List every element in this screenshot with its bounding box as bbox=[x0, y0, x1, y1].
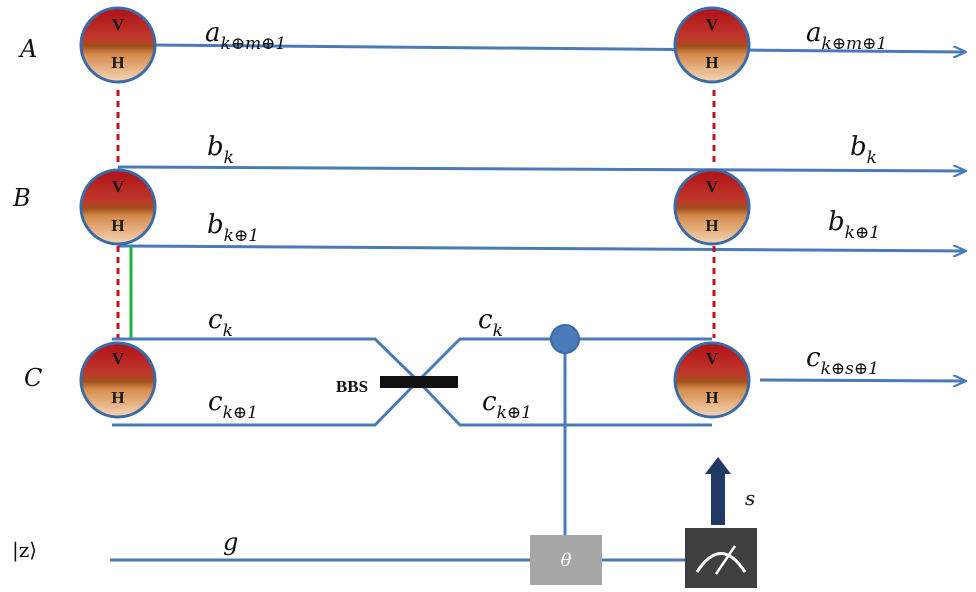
qubit-v-label: V bbox=[706, 177, 719, 196]
qubit-v-label: V bbox=[112, 349, 125, 368]
meter-icon bbox=[685, 528, 757, 588]
qubit-a-right: V H bbox=[673, 6, 751, 84]
qubit-h-label: H bbox=[111, 53, 124, 72]
mode-c-right-label: ck⊕s⊕1 bbox=[806, 343, 879, 379]
mode-a-right-label: ak⊕m⊕1 bbox=[806, 18, 887, 54]
wire-b-top bbox=[117, 167, 965, 171]
s-label: s bbox=[745, 486, 755, 510]
theta-label: θ bbox=[561, 550, 572, 571]
qubit-v-label: V bbox=[706, 349, 719, 368]
beam-splitter bbox=[380, 376, 458, 388]
qubit-v-label: V bbox=[112, 177, 125, 196]
ancilla-label: |z⟩ bbox=[12, 538, 37, 563]
wire-c-out bbox=[759, 380, 965, 381]
mode-b-bottom-left-label: bk⊕1 bbox=[207, 210, 259, 246]
qubit-b-left: V H bbox=[79, 168, 157, 246]
qubit-v-label: V bbox=[112, 15, 125, 34]
wire-c-top bbox=[112, 337, 712, 384]
mode-a-left-label: ak⊕m⊕1 bbox=[205, 18, 286, 54]
qubit-c-right: V H bbox=[673, 341, 751, 419]
mode-b-top-right-label: bk bbox=[850, 132, 877, 168]
mode-b-bottom-right-label: bk⊕1 bbox=[828, 207, 880, 243]
qubit-v-label: V bbox=[706, 15, 719, 34]
row-label-a: A bbox=[18, 35, 37, 63]
wire-b-bottom bbox=[117, 244, 965, 251]
qubit-c-left: V H bbox=[79, 341, 157, 419]
qubit-h-label: H bbox=[111, 388, 124, 407]
mode-c-top-left-label: ck bbox=[208, 305, 233, 341]
control-dot bbox=[550, 324, 580, 354]
qubit-h-label: H bbox=[705, 53, 718, 72]
mode-c-bottom-mid-label: ck⊕1 bbox=[482, 387, 532, 423]
wire-a bbox=[152, 43, 965, 52]
up-arrow-icon bbox=[705, 457, 731, 525]
row-label-b: B bbox=[12, 184, 31, 212]
mode-c-bottom-left-label: ck⊕1 bbox=[208, 387, 258, 423]
qubit-h-label: H bbox=[111, 216, 124, 235]
theta-box bbox=[530, 535, 602, 585]
qubit-a-left: V H bbox=[79, 6, 157, 84]
qubit-h-label: H bbox=[705, 216, 718, 235]
mode-c-top-mid-label: ck bbox=[478, 305, 503, 341]
mode-g-label: g bbox=[223, 528, 238, 556]
row-label-c: C bbox=[24, 364, 42, 392]
qubit-h-label: H bbox=[705, 388, 718, 407]
mode-b-top-left-label: bk bbox=[207, 132, 234, 168]
qubit-b-right: V H bbox=[673, 168, 751, 246]
bbs-label: BBS bbox=[336, 377, 368, 396]
